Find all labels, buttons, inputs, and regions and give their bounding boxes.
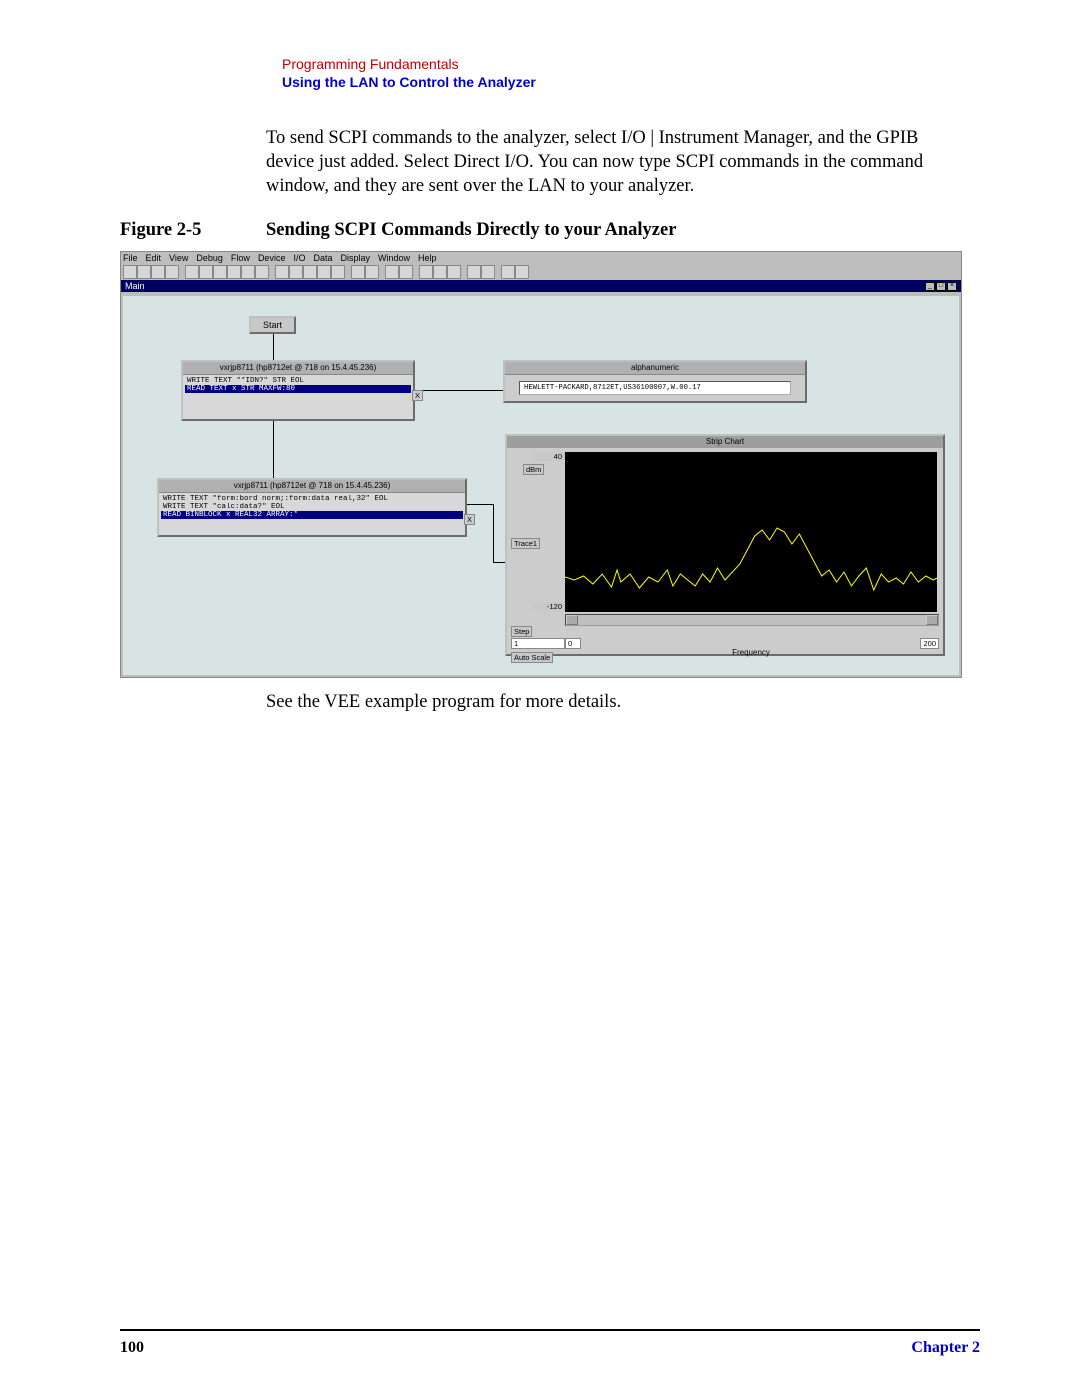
wire	[411, 390, 503, 391]
step-label: Step	[511, 626, 532, 637]
toolbar	[121, 264, 961, 280]
page-header: Programming Fundamentals Using the LAN t…	[282, 56, 960, 90]
autoscale-button[interactable]: Auto Scale	[511, 652, 553, 663]
tool-btn[interactable]	[151, 265, 165, 279]
menu-help[interactable]: Help	[418, 253, 437, 263]
page-number: 100	[120, 1339, 144, 1357]
menu-file[interactable]: File	[123, 253, 138, 263]
tool-btn[interactable]	[433, 265, 447, 279]
code-line[interactable]: READ TEXT x STR MAXFW:80	[185, 385, 411, 393]
tool-btn[interactable]	[199, 265, 213, 279]
tool-btn[interactable]	[515, 265, 529, 279]
tool-btn[interactable]	[331, 265, 345, 279]
strip-chart-box[interactable]: Strip Chart 40 dBm -120 Trace1 Step 1 0 …	[505, 434, 945, 656]
menu-io[interactable]: I/O	[293, 253, 305, 263]
menu-edit[interactable]: Edit	[146, 253, 162, 263]
tool-btn[interactable]	[137, 265, 151, 279]
y-axis-label: dBm	[523, 464, 544, 475]
tool-btn[interactable]	[241, 265, 255, 279]
tool-btn[interactable]	[481, 265, 495, 279]
alphanumeric-title: alphanumeric	[505, 362, 805, 375]
maximize-icon[interactable]: □	[936, 282, 946, 291]
alphanumeric-value: HEWLETT-PACKARD,8712ET,US36100007,W.00.1…	[519, 381, 791, 395]
y-max-label: 40	[533, 452, 565, 461]
tool-btn[interactable]	[165, 265, 179, 279]
vee-screenshot: File Edit View Debug Flow Device I/O Dat…	[120, 251, 962, 678]
tool-btn[interactable]	[419, 265, 433, 279]
main-title: Main	[125, 281, 145, 291]
tool-btn[interactable]	[501, 265, 515, 279]
strip-chart-title: Strip Chart	[507, 436, 943, 448]
chapter-label: Chapter 2	[911, 1339, 980, 1357]
figure-label: Figure 2-5	[120, 220, 266, 241]
wire	[463, 504, 493, 505]
menu-window[interactable]: Window	[378, 253, 410, 263]
wire	[493, 504, 494, 562]
trace-label: Trace1	[511, 538, 540, 549]
wire	[273, 334, 274, 360]
alphanumeric-box[interactable]: alphanumeric HEWLETT-PACKARD,8712ET,US36…	[503, 360, 807, 403]
header-section: Programming Fundamentals	[282, 56, 960, 72]
step-value[interactable]: 1	[511, 638, 565, 649]
menu-flow[interactable]: Flow	[231, 253, 250, 263]
vee-canvas: Start vxrjp8711 (hp8712et @ 718 on 15.4.…	[123, 296, 959, 675]
io-box-1-title: vxrjp8711 (hp8712et @ 718 on 15.4.45.236…	[183, 362, 413, 375]
code-line[interactable]: READ BINBLOCK x REAL32 ARRAY:*	[161, 511, 463, 519]
header-subsection: Using the LAN to Control the Analyzer	[282, 74, 960, 90]
chart-area	[565, 452, 937, 612]
output-pin[interactable]: X	[412, 390, 423, 401]
page-footer: 100 Chapter 2	[120, 1329, 980, 1357]
chart-scrollbar[interactable]	[565, 614, 939, 626]
trace-line	[565, 452, 937, 612]
io-box-1[interactable]: vxrjp8711 (hp8712et @ 718 on 15.4.45.236…	[181, 360, 415, 421]
tool-btn[interactable]	[275, 265, 289, 279]
tool-btn[interactable]	[303, 265, 317, 279]
menubar[interactable]: File Edit View Debug Flow Device I/O Dat…	[121, 252, 961, 264]
io-box-2[interactable]: vxrjp8711 (hp8712et @ 718 on 15.4.45.236…	[157, 478, 467, 537]
scroll-right-icon[interactable]	[926, 615, 938, 625]
tool-btn[interactable]	[447, 265, 461, 279]
code-line[interactable]: WRITE TEXT "calc:data?" EOL	[161, 503, 463, 511]
tool-btn[interactable]	[227, 265, 241, 279]
menu-display[interactable]: Display	[340, 253, 370, 263]
tool-btn[interactable]	[351, 265, 365, 279]
tool-btn[interactable]	[399, 265, 413, 279]
figure-title: Sending SCPI Commands Directly to your A…	[266, 220, 676, 240]
tool-btn[interactable]	[255, 265, 269, 279]
tool-btn[interactable]	[467, 265, 481, 279]
tool-btn[interactable]	[317, 265, 331, 279]
tool-btn[interactable]	[123, 265, 137, 279]
code-line[interactable]: WRITE TEXT "*IDN?" STR EOL	[185, 377, 411, 385]
wire	[493, 562, 505, 563]
post-figure-text: See the VEE example program for more det…	[266, 690, 950, 714]
wire	[273, 416, 274, 478]
minimize-icon[interactable]: _	[925, 282, 935, 291]
tool-btn[interactable]	[185, 265, 199, 279]
tool-btn[interactable]	[365, 265, 379, 279]
start-button[interactable]: Start	[249, 316, 296, 334]
scroll-left-icon[interactable]	[566, 615, 578, 625]
menu-data[interactable]: Data	[313, 253, 332, 263]
figure-caption: Figure 2-5Sending SCPI Commands Directly…	[120, 220, 960, 241]
io-box-2-title: vxrjp8711 (hp8712et @ 718 on 15.4.45.236…	[159, 480, 465, 493]
code-line[interactable]: WRITE TEXT "form:bord norm;:form:data re…	[161, 495, 463, 503]
menu-view[interactable]: View	[169, 253, 188, 263]
x-axis-label: Frequency	[565, 648, 937, 657]
tool-btn[interactable]	[289, 265, 303, 279]
main-titlebar: Main _ □ ×	[121, 280, 961, 292]
output-pin[interactable]: X	[464, 514, 475, 525]
close-icon[interactable]: ×	[947, 282, 957, 291]
tool-btn[interactable]	[213, 265, 227, 279]
body-paragraph: To send SCPI commands to the analyzer, s…	[266, 126, 950, 198]
menu-debug[interactable]: Debug	[196, 253, 223, 263]
tool-btn[interactable]	[385, 265, 399, 279]
menu-device[interactable]: Device	[258, 253, 286, 263]
y-min-label: -120	[533, 602, 565, 611]
